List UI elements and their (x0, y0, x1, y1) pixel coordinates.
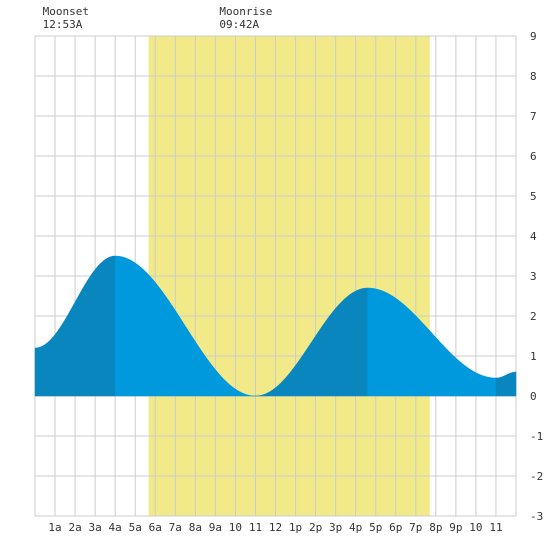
y-tick-label: 9 (530, 30, 537, 43)
x-tick-label: 4a (109, 521, 122, 534)
y-tick-label: -3 (530, 510, 543, 523)
moonrise-time: 09:42A (219, 18, 259, 31)
y-tick-label: 5 (530, 190, 537, 203)
tide-area-falling (367, 287, 497, 397)
x-tick-label: 11 (489, 521, 502, 534)
moonset-time: 12:53A (43, 18, 83, 31)
x-tick-label: 10 (469, 521, 482, 534)
tide-area-falling (114, 255, 256, 397)
y-tick-label: 0 (530, 390, 537, 403)
tide-area-rising (34, 255, 116, 397)
tide-area-layer (34, 255, 517, 397)
x-tick-label: 9p (449, 521, 462, 534)
x-tick-label: 1p (289, 521, 302, 534)
y-tick-label: 6 (530, 150, 537, 163)
x-tick-label: 1a (48, 521, 61, 534)
x-tick-label: 2a (68, 521, 81, 534)
x-tick-label: 6a (149, 521, 162, 534)
x-tick-label: 12 (269, 521, 282, 534)
x-tick-label: 9a (209, 521, 222, 534)
y-tick-label: 7 (530, 110, 537, 123)
x-tick-label: 7p (409, 521, 422, 534)
x-tick-label: 2p (309, 521, 322, 534)
x-tick-label: 8a (189, 521, 202, 534)
x-tick-label: 3p (329, 521, 342, 534)
tide-area-rising (255, 287, 368, 397)
grid-layer (34, 35, 517, 517)
y-tick-label: 4 (530, 230, 537, 243)
moonset-label: Moonset (43, 5, 89, 18)
x-tick-label: 5p (369, 521, 382, 534)
y-tick-label: -1 (530, 430, 543, 443)
moonrise-label: Moonrise (219, 5, 272, 18)
y-tick-label: -2 (530, 470, 543, 483)
y-tick-label: 2 (530, 310, 537, 323)
y-tick-label: 8 (530, 70, 537, 83)
x-tick-label: 4p (349, 521, 362, 534)
tide-area-rising (495, 371, 517, 397)
y-tick-label: 1 (530, 350, 537, 363)
x-tick-label: 6p (389, 521, 402, 534)
x-tick-label: 5a (129, 521, 142, 534)
x-tick-label: 7a (169, 521, 182, 534)
x-tick-label: 10 (229, 521, 242, 534)
x-tick-label: 11 (249, 521, 262, 534)
y-tick-label: 3 (530, 270, 537, 283)
x-tick-label: 8p (429, 521, 442, 534)
x-tick-label: 3a (89, 521, 102, 534)
